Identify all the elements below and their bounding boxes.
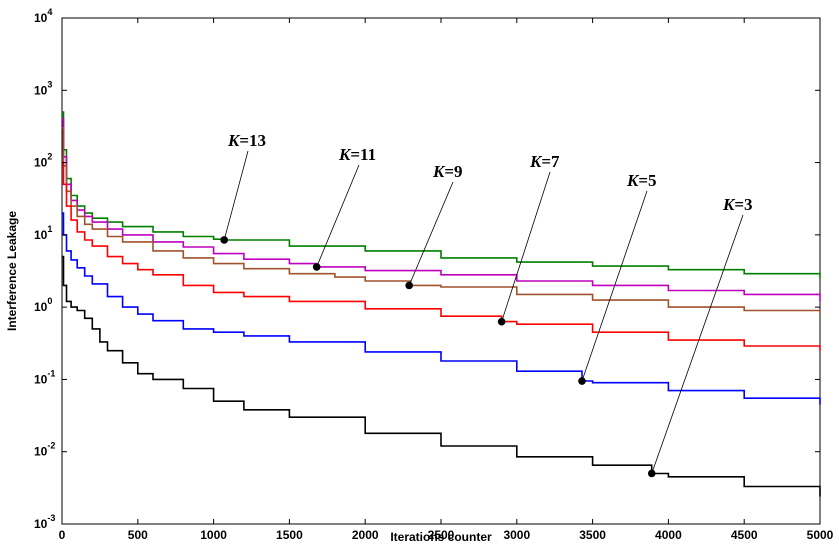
x-tick-label: 0 xyxy=(59,528,66,542)
annotation-label: K=3 xyxy=(722,195,753,214)
annotation-leader-line xyxy=(316,164,360,268)
tick-layer: 0 500 1000 1500 2000 2500 3000 3500 4000 4500 5000… xyxy=(34,7,834,542)
annotation-label: K=5 xyxy=(626,171,657,190)
y-tick-label: 10-1 xyxy=(34,368,55,386)
y-tick-label: 10-2 xyxy=(34,441,55,459)
x-tick-label: 3000 xyxy=(503,528,530,542)
annotation-label: K=13 xyxy=(227,131,266,150)
annotation-marker xyxy=(220,236,229,244)
annotation-marker xyxy=(405,281,413,290)
x-tick-label: 500 xyxy=(128,528,148,542)
annotation-leader-line xyxy=(651,214,744,474)
x-tick-label: 3500 xyxy=(579,528,606,542)
annotation-leader-line xyxy=(223,150,249,241)
annotation-label: K=9 xyxy=(432,162,463,181)
x-tick-label: 1500 xyxy=(276,528,303,542)
x-tick-label: 4000 xyxy=(655,528,682,542)
y-tick-label: 102 xyxy=(34,152,52,170)
annotation-label: K=11 xyxy=(338,145,376,164)
series-line-3 xyxy=(62,161,821,351)
annotation-leader-line xyxy=(581,190,648,382)
series-layer xyxy=(62,111,821,497)
series-line-4 xyxy=(62,212,821,405)
x-tick-label: 2500 xyxy=(428,528,455,542)
series-line-5 xyxy=(62,255,821,497)
x-tick-label: 5000 xyxy=(807,528,834,542)
annotation-layer: K=13 K=11 K=9 K=7 K=5 K=3 xyxy=(220,131,753,478)
series-line-0 xyxy=(62,111,821,279)
y-tick-label: 101 xyxy=(34,224,52,242)
x-tick-label: 4500 xyxy=(731,528,758,542)
annotation-marker xyxy=(497,317,506,326)
x-tick-label: 2000 xyxy=(352,528,379,542)
x-axis-label: Iterations counter xyxy=(390,530,492,544)
annotation-marker xyxy=(578,377,586,385)
annotation-leader-line xyxy=(501,171,551,322)
series-line-2 xyxy=(62,127,821,315)
x-tick-label: 1000 xyxy=(200,528,227,542)
y-tick-label: 104 xyxy=(34,7,52,25)
annotation-label: K=7 xyxy=(529,152,560,171)
annotation-marker xyxy=(312,263,321,271)
y-tick-label: 103 xyxy=(34,79,52,97)
annotation-marker xyxy=(647,469,656,478)
y-axis-label: Interference Leakage xyxy=(5,211,19,331)
y-tick-label: 100 xyxy=(34,296,52,314)
series-line-1 xyxy=(62,118,821,302)
y-tick-label: 10-3 xyxy=(34,513,55,531)
annotation-leader-line xyxy=(408,181,454,286)
